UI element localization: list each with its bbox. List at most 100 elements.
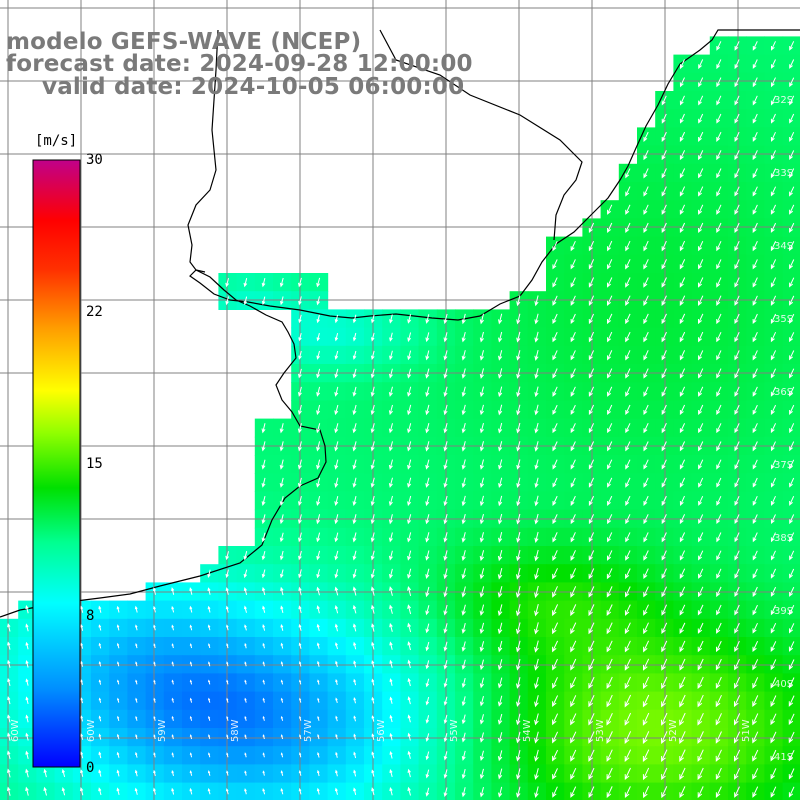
wind-arrow: [752, 113, 758, 124]
wind-arrow: [516, 513, 521, 525]
wind-arrow: [516, 404, 521, 416]
wind-arrow: [316, 787, 320, 795]
wind-arrow: [734, 131, 740, 142]
wind-arrow: [407, 750, 411, 759]
wind-arrow: [698, 350, 704, 361]
wind-arrow: [552, 368, 558, 379]
wind-arrow: [679, 676, 686, 690]
wind-arrow: [588, 604, 595, 617]
wind-arrow: [334, 350, 339, 360]
wind-arrow: [370, 550, 375, 561]
wind-arrow: [770, 477, 776, 488]
wind-arrow: [171, 697, 174, 703]
wind-arrow: [353, 751, 357, 759]
wind-arrow: [498, 404, 503, 416]
wind-arrow: [789, 168, 795, 179]
wind-arrow: [388, 477, 393, 488]
wind-arrow: [135, 751, 138, 758]
wind-arrow: [134, 787, 138, 795]
wind-arrow: [680, 59, 685, 70]
wind-arrow: [388, 441, 393, 452]
wind-arrow: [479, 695, 484, 707]
wind-arrow: [606, 712, 613, 726]
wind-arrow: [371, 769, 375, 777]
wind-arrow: [642, 676, 650, 690]
wind-arrow: [570, 604, 577, 617]
wind-arrow: [280, 296, 284, 306]
wind-arrow: [388, 532, 393, 543]
wind-arrow: [299, 679, 302, 685]
wind-arrow: [643, 422, 649, 434]
wind-arrow: [770, 677, 777, 689]
wind-arrow: [716, 532, 722, 543]
wind-arrow: [752, 532, 758, 543]
wind-arrow: [679, 694, 686, 708]
wind-arrow: [316, 314, 320, 324]
wind-arrow: [208, 734, 211, 740]
wind-arrow: [479, 477, 484, 489]
wind-arrow: [280, 679, 284, 685]
wind-arrow: [461, 532, 466, 543]
wind-arrow: [643, 640, 650, 653]
wind-arrow: [698, 313, 704, 325]
wind-arrow: [643, 222, 649, 234]
wind-arrow: [716, 168, 722, 179]
wind-arrow: [534, 603, 539, 617]
wind-arrow: [279, 459, 284, 470]
wind-arrow: [244, 752, 247, 758]
wind-arrow: [752, 386, 758, 397]
wind-arrow: [261, 423, 266, 434]
wind-arrow: [43, 786, 47, 796]
wind-arrow: [516, 441, 521, 452]
wind-arrow: [607, 313, 613, 325]
wind-arrow: [607, 459, 613, 470]
wind-arrow: [443, 350, 448, 361]
wind-arrow: [407, 677, 411, 687]
wind-arrow: [516, 368, 521, 379]
wind-arrow: [789, 241, 795, 252]
wind-arrow: [624, 712, 632, 726]
wind-arrow: [262, 679, 265, 685]
wind-arrow: [371, 678, 375, 686]
wind-arrow: [734, 77, 740, 88]
wind-arrow: [552, 277, 558, 288]
wind-arrow: [679, 222, 686, 234]
wind-arrow: [443, 568, 448, 580]
wind-arrow: [244, 661, 247, 667]
lon-label: 57W: [303, 719, 314, 742]
wind-arrow: [588, 676, 595, 689]
wind-arrow: [679, 113, 685, 124]
wind-arrow: [752, 131, 758, 142]
wind-arrow: [461, 586, 466, 598]
wind-arrow: [552, 514, 558, 525]
wind-arrow: [80, 697, 83, 704]
wind-arrow: [588, 350, 595, 361]
wind-arrow: [425, 404, 430, 416]
wind-arrow: [479, 313, 484, 325]
wind-arrow: [698, 568, 704, 579]
wind-arrow: [661, 694, 668, 708]
wind-arrow: [789, 623, 795, 634]
wind-arrow: [716, 41, 722, 51]
wind-arrow: [625, 186, 631, 197]
wind-arrow: [244, 605, 247, 613]
wind-arrow: [207, 569, 211, 579]
wind-arrow: [534, 404, 539, 416]
wind-arrow: [789, 59, 795, 69]
wind-arrow: [606, 640, 613, 653]
wind-arrow: [244, 679, 247, 685]
wind-arrow: [734, 695, 741, 708]
wind-arrow: [407, 696, 411, 705]
wind-arrow: [335, 769, 338, 777]
wind-arrow: [443, 550, 448, 561]
wind-arrow: [335, 697, 338, 704]
wind-arrow: [171, 587, 175, 595]
wind-arrow: [789, 150, 795, 161]
wind-arrow: [152, 587, 156, 595]
wind-arrow: [334, 386, 339, 397]
wind-arrow: [226, 679, 229, 685]
lon-label: 56W: [376, 719, 387, 742]
wind-arrow: [25, 659, 29, 668]
wind-arrow: [407, 568, 412, 579]
wind-arrow: [443, 732, 448, 743]
